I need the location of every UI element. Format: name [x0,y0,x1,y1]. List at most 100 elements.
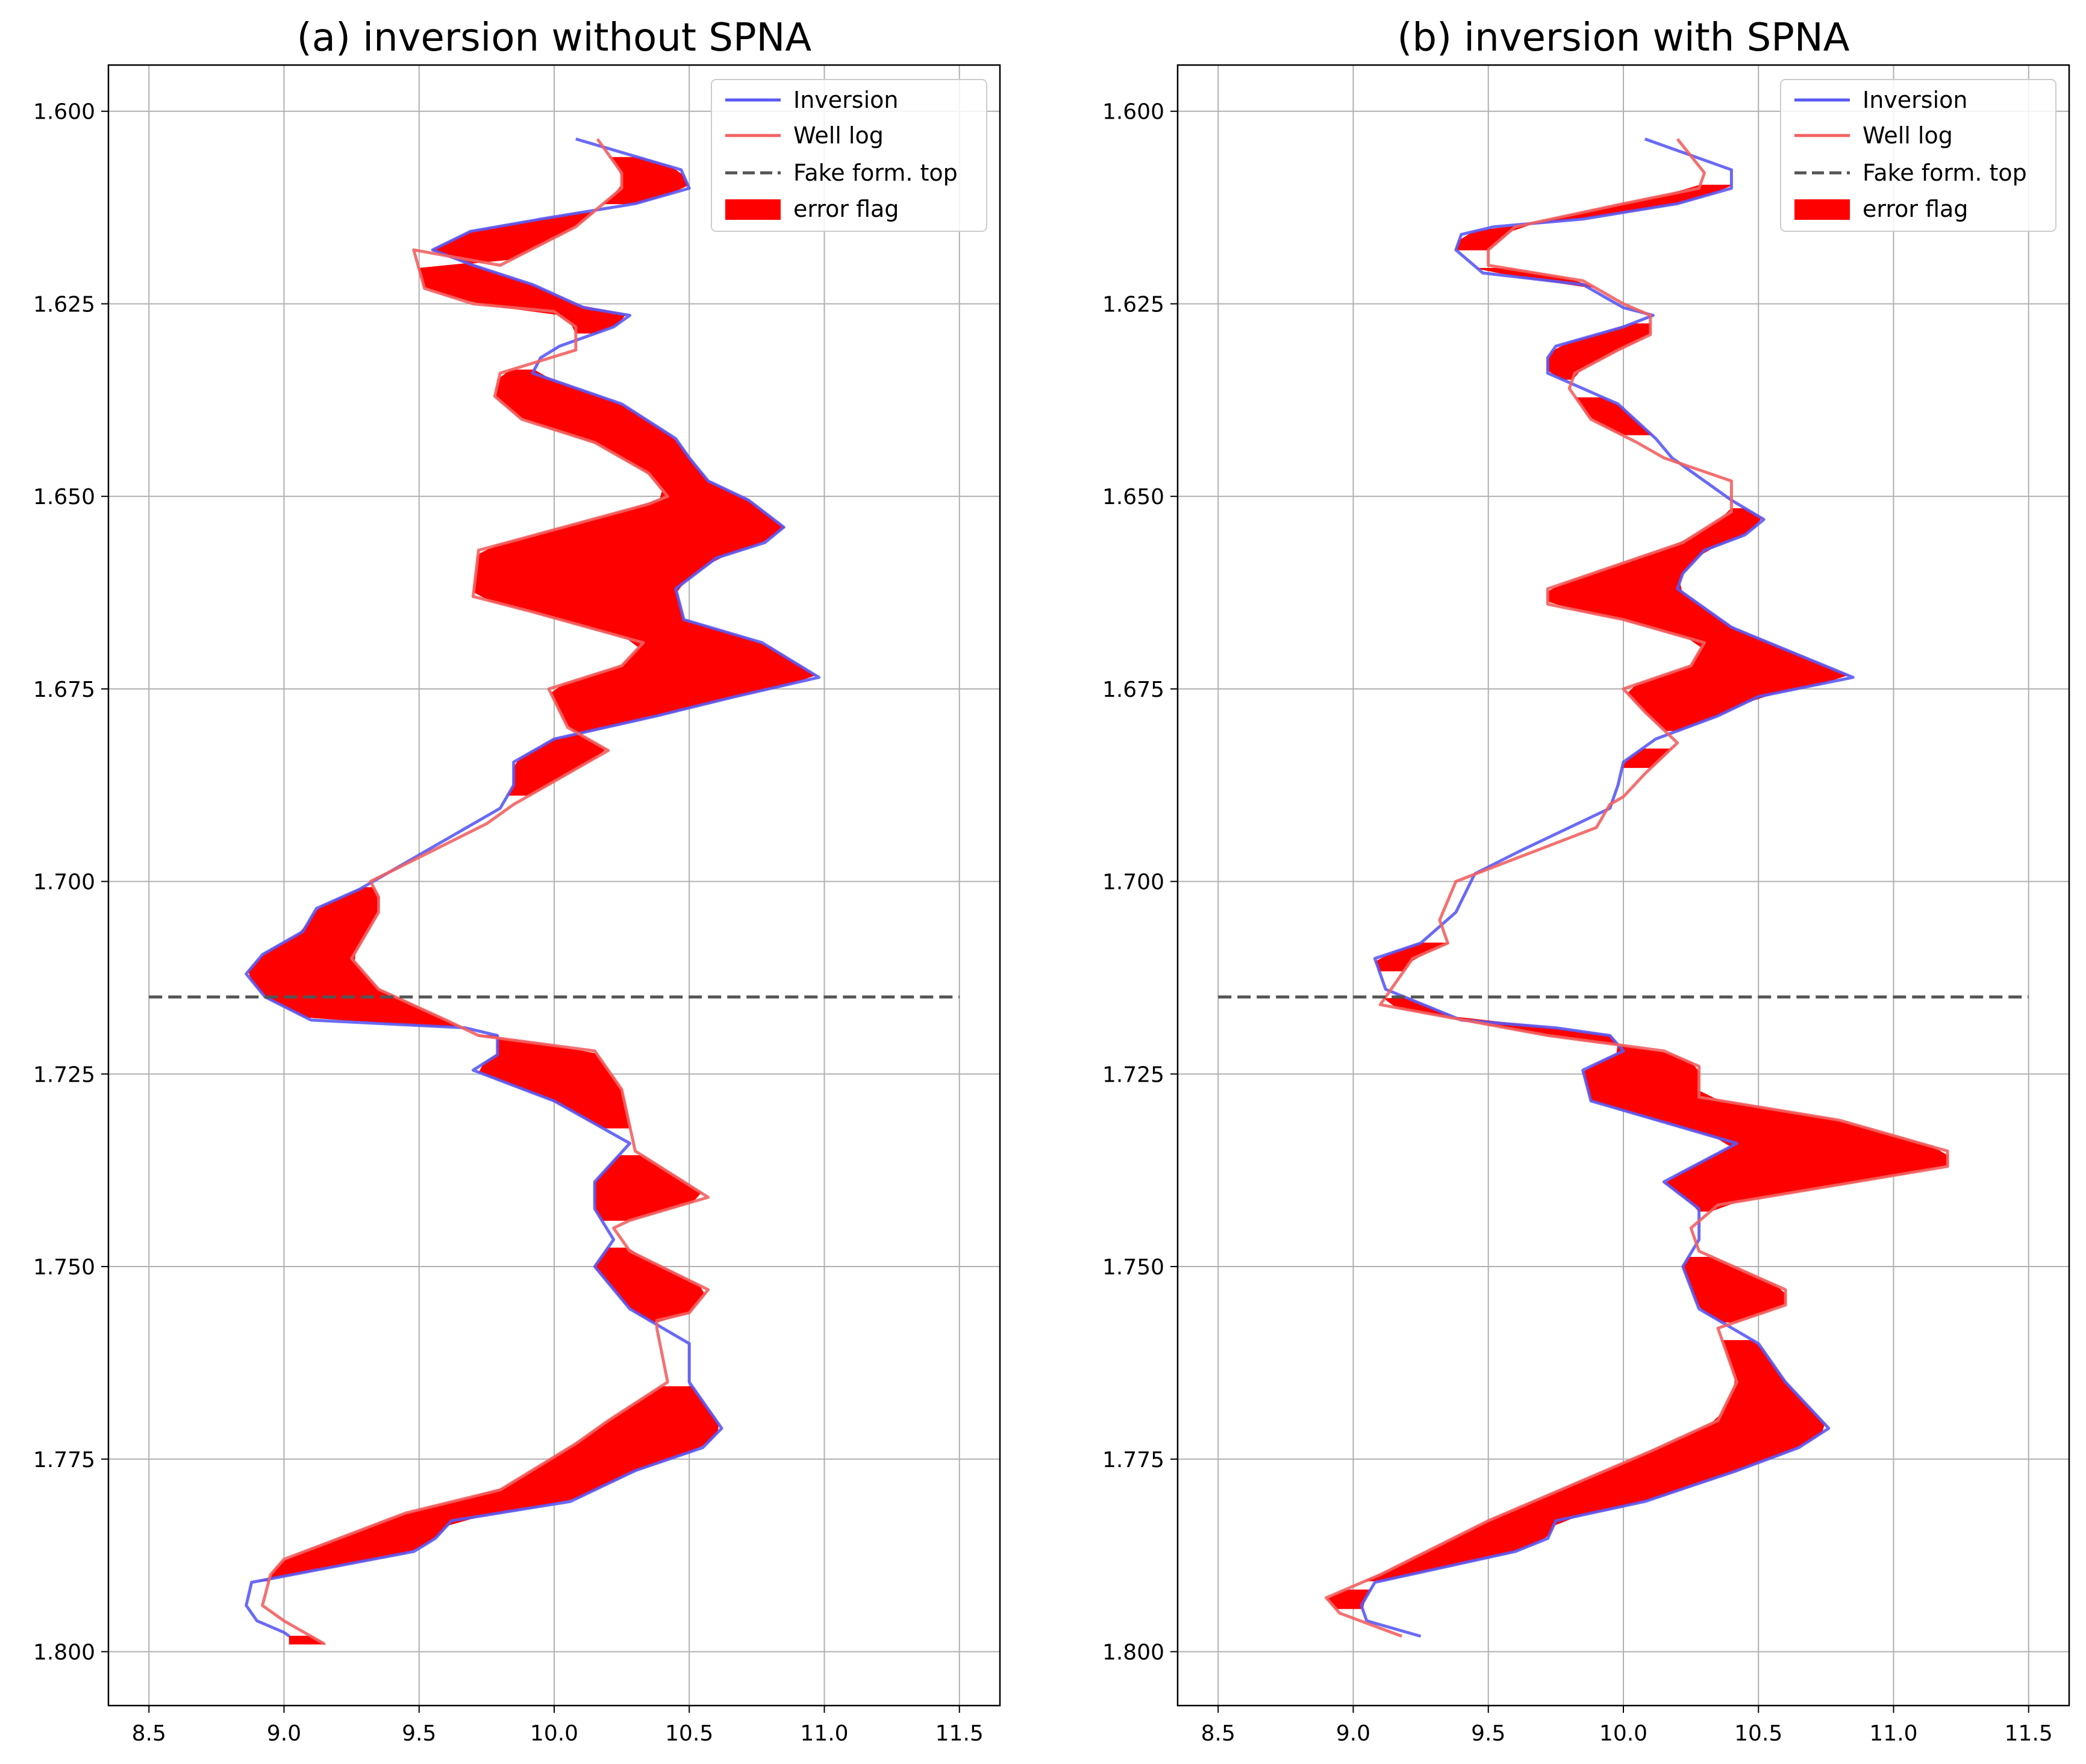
legend-fake-top-label: Fake form. top [1863,160,2027,186]
error-flag-segment [1729,1386,1800,1397]
x-tick-label: 10.0 [530,1721,578,1746]
y-tick-label: 1.750 [1102,1255,1164,1280]
error-flag-segment [594,1183,703,1194]
y-tick-label: 1.675 [33,678,95,702]
y-axis-ticks: 1.600 1.625 1.650 1.675 1.700 1.725 1.750 1.775… [1102,100,1178,1665]
error-flag-segment [250,979,380,990]
error-flag-segment [1689,1284,1787,1295]
legend-error-flag-swatch [1794,199,1850,220]
error-flag-segment [475,563,710,574]
error-flag-segment [602,1413,720,1424]
x-tick-label: 8.5 [1201,1721,1235,1746]
legend-well-log-label: Well log [1863,122,1953,149]
y-axis-ticks: 1.600 1.625 1.650 1.675 1.700 1.725 1.750 1.775… [33,100,108,1665]
y-tick-label: 1.775 [1102,1448,1164,1473]
y-tick-label: 1.800 [1102,1640,1164,1665]
error-flag-segment [248,961,364,971]
legend: Inversion Well log Fake form. top error … [711,79,987,232]
legend-error-flag-label: error flag [1863,196,1968,222]
y-tick-label: 1.700 [33,870,95,895]
inversion-line [245,137,821,1638]
error-flag-segment [298,924,372,935]
x-tick-label: 10.5 [665,1721,713,1746]
error-flag-segment [478,1062,611,1073]
error-flag-segment [1670,1432,1823,1443]
error-flag-segment [1650,1441,1808,1452]
error-flag-segment [248,970,372,981]
y-tick-label: 1.625 [1102,292,1164,317]
error-flag-segment [1693,1294,1786,1304]
error-flag-segment [255,952,356,962]
panel-title: (b) inversion with SPNA [1397,16,1850,60]
error-flag-segment [621,175,689,186]
error-flag-segment [1713,1145,1950,1156]
x-tick-label: 8.5 [132,1721,166,1746]
x-axis-ticks: 8.5 9.0 9.5 10.0 10.5 11.0 11.5 [132,1706,984,1746]
x-axis-ticks: 8.5 9.0 9.5 10.0 10.5 11.0 11.5 [1201,1706,2053,1746]
error-flag-segment [609,1284,705,1295]
error-flag-segment [1696,1155,1948,1165]
error-flag-segment [1637,675,1848,685]
series-lines [1325,137,1949,1638]
error-flag-segment [592,665,817,676]
y-tick-label: 1.600 [33,100,95,125]
legend-inversion-label: Inversion [1863,87,1967,113]
x-tick-label: 10.5 [1734,1721,1782,1746]
error-flag-regions [1326,184,1950,1609]
legend: Inversion Well log Fake form. top error … [1780,79,2056,232]
error-flag-segment [286,1007,440,1018]
error-flag-segment [561,1441,710,1452]
y-tick-label: 1.800 [33,1640,95,1665]
error-flag-segment [616,1294,705,1304]
error-flag-segment [267,998,420,1009]
error-flag-segment [594,1192,702,1203]
panel-b: (b) inversion with SPNA 8.5 9.0 9.5 10.0 10.… [1102,16,2070,1746]
x-tick-label: 11.5 [2005,1721,2053,1746]
x-tick-label: 10.0 [1599,1721,1647,1746]
series-lines [245,137,821,1645]
y-tick-label: 1.625 [33,292,95,317]
y-tick-label: 1.725 [33,1062,95,1087]
error-flag-segment [473,591,680,602]
panel-title: (a) inversion without SPNA [297,16,812,60]
error-flag-segment [589,1423,719,1434]
x-tick-label: 9.5 [1471,1721,1505,1746]
legend-box [1780,79,2056,232]
legend-error-flag-label: error flag [793,196,899,222]
well-log-line [261,138,710,1645]
error-flag-segment [1710,1413,1826,1424]
error-flag-segment [620,656,802,667]
error-flag-segment [311,905,379,916]
y-tick-label: 1.750 [33,1255,95,1280]
well-log-line [1325,138,1949,1638]
panel-a: (a) inversion without SPNA 8.5 9.0 9.5 10.0… [33,16,1001,1746]
error-flag-segment [529,526,785,537]
x-tick-label: 11.5 [935,1721,984,1746]
x-tick-label: 9.0 [1336,1721,1370,1746]
error-flag-segment [506,407,643,417]
x-tick-label: 9.0 [267,1721,301,1746]
y-tick-label: 1.600 [1102,100,1164,125]
legend-error-flag-swatch [725,199,781,220]
y-tick-label: 1.650 [1102,485,1164,510]
error-flag-segment [306,915,378,925]
error-flag-segment [1547,582,1682,593]
x-tick-label: 11.0 [1869,1721,1917,1746]
error-flag-segment [563,675,816,685]
error-flag-segment [629,647,787,657]
error-flag-segment [478,545,755,556]
y-tick-label: 1.650 [33,485,95,510]
error-flag-segment [1725,1395,1808,1406]
error-flag-segment [576,1432,719,1443]
error-flag-segment [495,535,773,546]
error-flag-segment [474,573,698,584]
y-tick-label: 1.775 [33,1448,95,1473]
error-flag-segment [1585,1081,1700,1092]
error-flag-segment [1582,1072,1700,1082]
legend-box [711,79,987,232]
error-flag-segment [1720,1404,1817,1415]
legend-well-log-label: Well log [793,122,884,149]
error-flag-segment [482,1053,605,1064]
error-flag-segment [1731,1368,1784,1378]
